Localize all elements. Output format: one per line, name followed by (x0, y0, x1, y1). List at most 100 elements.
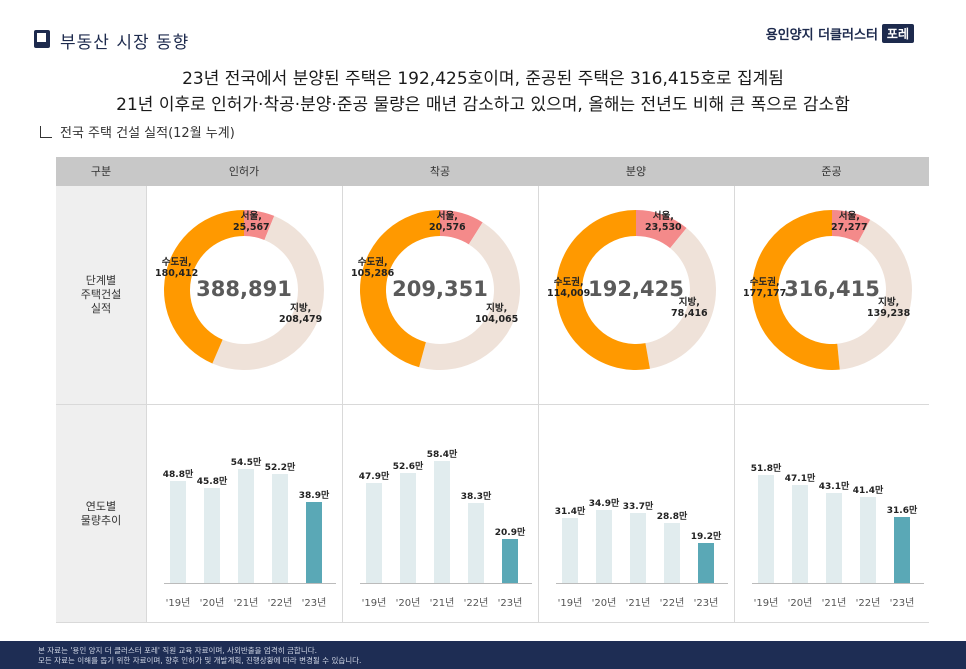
x-tick-label: '21년 (429, 598, 455, 609)
donut-slice-서울 (636, 210, 687, 249)
checkbox-icon (40, 125, 52, 138)
x-tick-label: '20년 (395, 598, 421, 609)
x-tick-label: '23년 (693, 598, 719, 609)
x-tick-label: '20년 (787, 598, 813, 609)
x-tick-label: '23년 (497, 598, 523, 609)
x-tick-label: '21년 (821, 598, 847, 609)
brand-logo: 용인양지 더클러스터 포레 (766, 24, 914, 43)
headline-line-1: 23년 전국에서 분양된 주택은 192,425호이며, 준공된 주택은 316… (182, 69, 784, 89)
donut-chart (360, 210, 520, 370)
donut-label-지방: 지방, 78,416 (671, 297, 708, 319)
donut-label-수도권: 수도권, 180,412 (155, 257, 199, 279)
bar-2 (238, 469, 254, 583)
bar-2 (826, 493, 842, 583)
bar-value-label: 51.8만 (750, 464, 782, 475)
header-complete: 준공 (821, 165, 842, 178)
bar-value-label: 41.4만 (852, 485, 884, 496)
donut-total: 192,425 (588, 277, 684, 301)
x-tick-label: '20년 (591, 598, 617, 609)
bar-value-label: 31.4만 (554, 506, 586, 517)
bar-value-label: 38.3만 (460, 492, 492, 503)
bar-3 (664, 523, 680, 583)
bar-value-label: 19.2만 (690, 532, 722, 542)
donut-slice-수도권 (751, 210, 840, 370)
headline-line-2: 21년 이후로 인허가·착공·분양·준공 물량은 매년 감소하고 있으며, 올해… (116, 95, 850, 115)
donut-slice-수도권 (556, 210, 650, 370)
donut-total: 316,415 (784, 277, 880, 301)
donut-slice-지방 (837, 219, 912, 370)
bar-value-label: 31.6만 (886, 506, 918, 517)
bar-0 (170, 481, 186, 583)
bar-value-label: 52.6만 (392, 462, 424, 473)
bar-baseline (752, 583, 924, 584)
bar-2 (630, 512, 646, 583)
donut-total: 209,351 (392, 277, 488, 301)
bar-4 (306, 501, 322, 583)
bar-value-label: 28.8만 (656, 512, 688, 522)
bar-1 (792, 484, 808, 583)
x-tick-label: '22년 (267, 598, 293, 609)
donut-label-수도권: 수도권, 105,286 (351, 257, 395, 279)
row-label-stage: 단계별 주택건설 실적 (56, 186, 146, 404)
donut-slice-지방 (645, 228, 716, 369)
bar-value-label: 38.9만 (298, 490, 330, 501)
bar-3 (860, 496, 876, 583)
x-tick-label: '21년 (625, 598, 651, 609)
header-corner: 구분 (90, 165, 112, 178)
x-tick-label: '19년 (165, 598, 191, 609)
bar-1 (596, 510, 612, 583)
x-tick-label: '20년 (199, 598, 225, 609)
donut-label-수도권: 수도권, 114,009 (547, 277, 591, 299)
x-tick-label: '19년 (557, 598, 583, 609)
divider (56, 404, 929, 405)
bar-3 (468, 503, 484, 583)
bar-value-label: 54.5만 (230, 458, 262, 469)
bar-value-label: 43.1만 (818, 482, 850, 493)
donut-slice-서울 (440, 210, 483, 245)
book-icon (34, 30, 50, 48)
bar-baseline (164, 583, 336, 584)
x-tick-label: '22년 (659, 598, 685, 609)
donut-chart (556, 210, 716, 370)
bar-3 (272, 474, 288, 583)
donut-slice-수도권 (360, 210, 440, 368)
donut-label-서울: 서울, 23,530 (645, 211, 682, 233)
donut-chart (751, 210, 912, 370)
bar-1 (400, 473, 416, 583)
donut-label-지방: 지방, 139,238 (867, 297, 911, 319)
bar-value-label: 20.9만 (494, 528, 526, 539)
chart-subtitle: 전국 주택 건설 실적(12월 누계) (40, 122, 235, 141)
donut-slice-서울 (832, 210, 871, 243)
header-permit: 인허가 (228, 165, 260, 178)
donut-slice-지방 (212, 215, 325, 371)
x-tick-label: '19년 (753, 598, 779, 609)
bar-value-label: 33.7만 (622, 501, 654, 512)
bar-0 (366, 483, 382, 583)
bar-4 (894, 517, 910, 583)
bar-1 (204, 487, 220, 583)
donut-slice-수도권 (164, 210, 244, 364)
header-start: 착공 (429, 165, 451, 178)
donut-slice-지방 (419, 222, 520, 370)
row-label-yearly: 연도별 물량추이 (56, 405, 146, 623)
bar-value-label: 34.9만 (588, 499, 620, 510)
donut-label-서울: 서울, 20,576 (429, 211, 466, 233)
x-tick-label: '22년 (463, 598, 489, 609)
bar-value-label: 48.8만 (162, 470, 194, 481)
brand-text: 용인양지 더클러스터 (765, 28, 878, 43)
x-tick-label: '19년 (361, 598, 387, 609)
bar-0 (562, 517, 578, 583)
donut-total: 388,891 (196, 277, 292, 301)
footer-line-2: 모든 자료는 이해를 돕기 위한 자료이며, 향후 인허가 및 개발계획, 진행… (38, 656, 362, 665)
bar-value-label: 52.2만 (264, 463, 296, 474)
x-tick-label: '22년 (855, 598, 881, 609)
donut-label-서울: 서울, 25,567 (233, 211, 270, 233)
x-tick-label: '23년 (301, 598, 327, 609)
divider (56, 622, 929, 623)
bar-4 (502, 539, 518, 583)
footer: 본 자료는 '용인 양지 더 클러스터 포레' 직원 교육 자료이며, 사외반출… (0, 641, 966, 669)
x-tick-label: '21년 (233, 598, 259, 609)
donut-label-지방: 지방, 208,479 (279, 303, 323, 325)
bar-value-label: 47.9만 (358, 472, 390, 483)
bar-value-label: 58.4만 (426, 450, 458, 461)
